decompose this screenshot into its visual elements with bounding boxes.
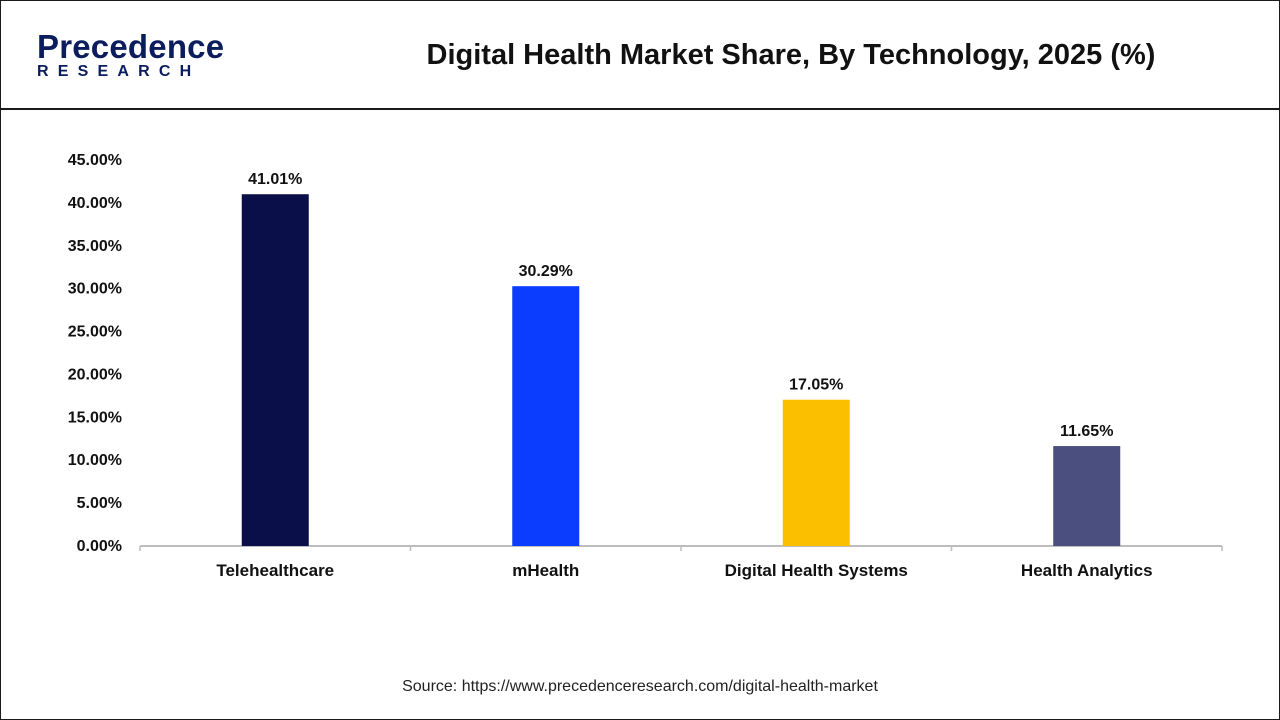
y-tick-label: 5.00% [77,495,122,512]
bar [512,286,580,546]
brand-subtitle: RESEARCH [37,63,201,80]
source-note: Source: https://www.precedenceresearch.c… [402,678,878,695]
y-tick-label: 40.00% [68,195,122,212]
data-label: 30.29% [519,263,573,280]
bar [1053,446,1121,546]
y-tick-label: 20.00% [68,366,122,383]
header: Precedence RESEARCH Digital Health Marke… [1,1,1279,110]
bar [241,194,309,546]
y-tick-label: 35.00% [68,238,122,255]
y-tick-label: 45.00% [68,152,122,169]
category-label: Health Analytics [1021,561,1153,580]
y-tick-label: 25.00% [68,324,122,341]
bar-chart: 0.00% 5.00% 10.00% 15.00% 20.00% 25.00% 30.00%… [68,152,1223,580]
y-tick-label: 30.00% [68,281,122,298]
y-tick-label: 0.00% [77,538,122,555]
data-label: 17.05% [789,377,843,394]
bar [782,399,850,546]
category-label: mHealth [512,561,579,580]
brand-name: Precedence [37,28,225,65]
brand-logo: Precedence RESEARCH [31,25,231,85]
data-label: 11.65% [1060,423,1113,440]
category-label: Digital Health Systems [725,561,908,580]
data-label: 41.01% [248,171,302,188]
y-tick-label: 10.00% [68,452,122,469]
chart-title: Digital Health Market Share, By Technolo… [426,39,1156,71]
category-label: Telehealthcare [216,561,334,580]
y-tick-label: 15.00% [68,409,122,426]
